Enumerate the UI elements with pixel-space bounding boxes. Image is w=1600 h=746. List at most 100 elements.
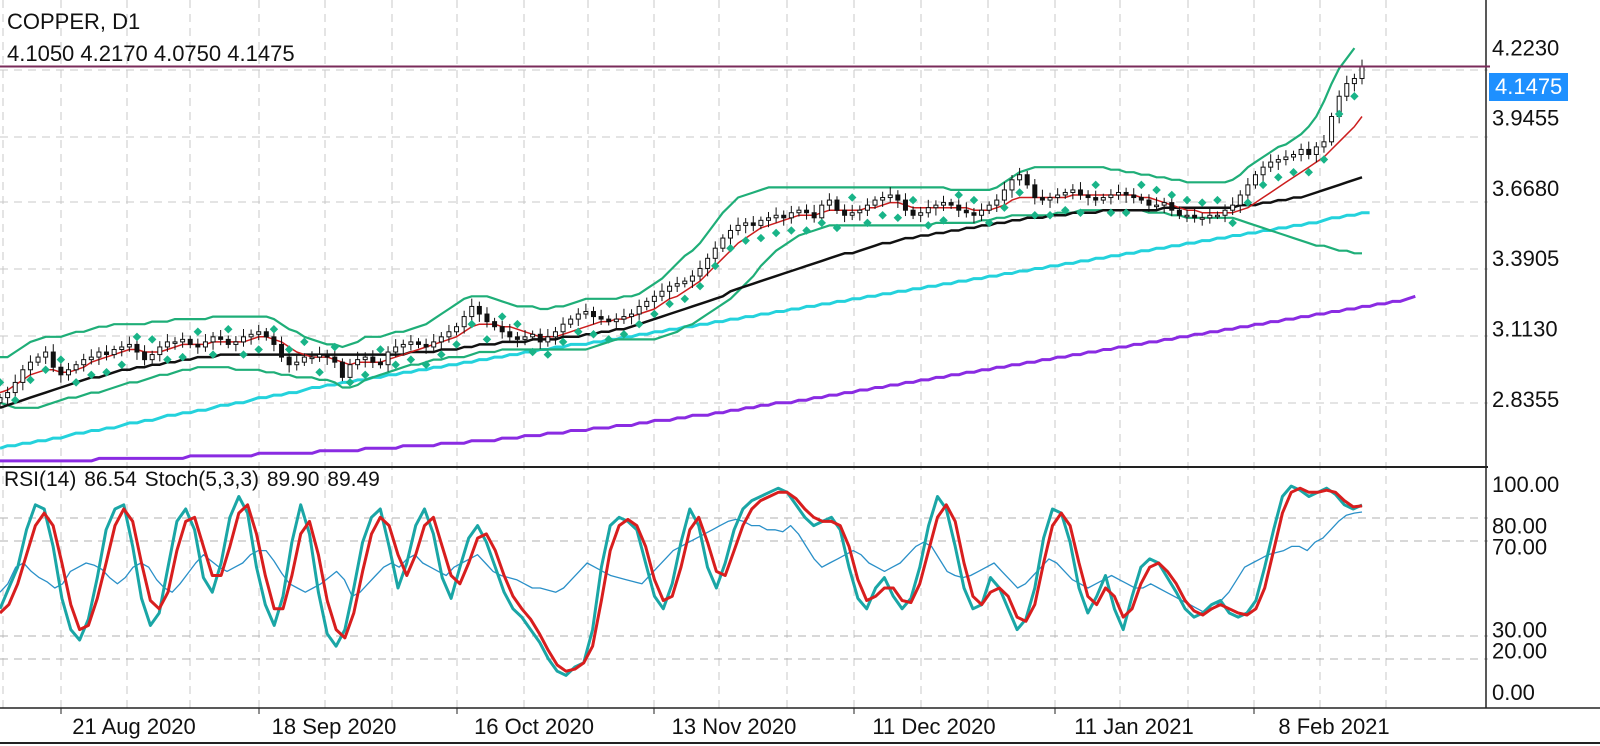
sar-dot	[619, 330, 629, 339]
high-value: 4.2170	[80, 41, 148, 66]
sar-dot	[665, 299, 674, 309]
candle-body	[225, 338, 231, 345]
candle-body	[880, 197, 886, 201]
sar-dot	[437, 350, 446, 359]
candle-body	[811, 212, 817, 219]
candle-body	[20, 369, 26, 383]
candle-body	[301, 356, 307, 363]
candle-body	[195, 343, 201, 348]
candle-body	[309, 356, 315, 360]
candle-body	[263, 331, 269, 338]
date-axis-label: 11 Jan 2021	[1074, 714, 1193, 739]
candle-body	[88, 356, 94, 361]
candle-body	[400, 343, 406, 348]
candle-body	[651, 295, 657, 302]
candle-body	[1230, 204, 1236, 211]
rsi-label: RSI(14)	[4, 468, 77, 491]
price-axis-label: 3.3905	[1492, 246, 1559, 271]
candle-body	[545, 336, 551, 343]
sar-dot	[132, 332, 142, 342]
date-axis-label: 21 Aug 2020	[72, 714, 196, 739]
candle-body	[598, 316, 604, 320]
candle-body	[431, 341, 437, 348]
candle-body	[560, 323, 566, 333]
sar-dot	[589, 330, 598, 339]
stoch-signal-value: 89.49	[327, 468, 380, 491]
indicator-pane	[0, 484, 1363, 677]
candle-body	[104, 351, 110, 356]
sar-dot	[71, 378, 81, 387]
sar-dot	[345, 378, 355, 387]
sar-dot	[710, 261, 720, 271]
candle-body	[514, 336, 520, 340]
candle-body	[1291, 153, 1297, 158]
candle-body	[492, 321, 498, 328]
candle-body	[910, 209, 916, 216]
candle-body	[377, 361, 383, 366]
price-axis-label: 4.2230	[1492, 35, 1559, 60]
candle-body	[522, 336, 528, 340]
candle-body	[1252, 174, 1258, 186]
sar-dot	[452, 340, 461, 349]
candle-body	[362, 356, 368, 361]
candle-body	[27, 361, 33, 371]
ohlc-header: 4.1050 4.2170 4.0750 4.1475	[7, 41, 295, 67]
candle-body	[727, 229, 733, 239]
candle-body	[461, 316, 467, 328]
candle-body	[1329, 116, 1335, 143]
candle-body	[499, 326, 505, 333]
price-axis-label: 3.9455	[1492, 106, 1559, 131]
candle-body	[1161, 202, 1167, 206]
date-axis-label: 13 Nov 2020	[672, 714, 797, 739]
sar-dot	[513, 319, 522, 329]
indicator-header: RSI(14) 86.54 Stoch(5,3,3) 89.90 89.49	[4, 468, 382, 492]
candle-body	[119, 346, 125, 350]
candle-body	[1100, 197, 1106, 201]
candle-body	[887, 194, 893, 199]
candle-body	[1237, 194, 1243, 206]
candle-body	[279, 343, 285, 358]
stoch-main-value: 89.90	[266, 468, 320, 491]
candle-body	[590, 311, 596, 318]
candle-body	[454, 326, 460, 333]
sar-dot	[558, 337, 568, 347]
candle-body	[248, 333, 254, 338]
candle-body	[583, 311, 589, 315]
candle-body	[5, 392, 11, 399]
sar-dot	[604, 335, 613, 344]
sar-dot	[147, 335, 157, 344]
candle-body	[575, 313, 581, 320]
sar-dot	[376, 345, 385, 354]
candle-body	[1260, 166, 1266, 176]
candle-body	[370, 356, 376, 363]
ma-mid-line	[0, 176, 1363, 409]
candle-body	[1176, 209, 1182, 216]
candle-body	[202, 341, 208, 348]
candle-body	[941, 202, 947, 206]
candle-body	[408, 341, 414, 345]
candle-body	[256, 331, 262, 335]
candle-body	[689, 275, 695, 282]
sar-dot	[406, 355, 416, 364]
candle-body	[1313, 146, 1319, 155]
open-value: 4.1050	[7, 41, 75, 66]
candle-body	[1283, 156, 1289, 161]
candle-body	[96, 351, 102, 358]
ma-long-line	[0, 294, 1416, 463]
sar-dot	[391, 360, 400, 369]
sar-dot	[178, 352, 187, 362]
candle-body	[111, 349, 117, 356]
candle-body	[446, 331, 452, 338]
candle-body	[804, 209, 810, 214]
stoch-label: Stoch(5,3,3)	[144, 468, 260, 491]
sar-dot	[0, 378, 5, 387]
candle-body	[697, 267, 703, 277]
sar-dot	[421, 360, 431, 369]
close-value: 4.1475	[227, 41, 295, 66]
candle-body	[766, 217, 772, 221]
candle-body	[667, 285, 673, 292]
candle-body	[629, 313, 635, 318]
candle-body	[157, 346, 163, 356]
candle-body	[1245, 184, 1251, 196]
